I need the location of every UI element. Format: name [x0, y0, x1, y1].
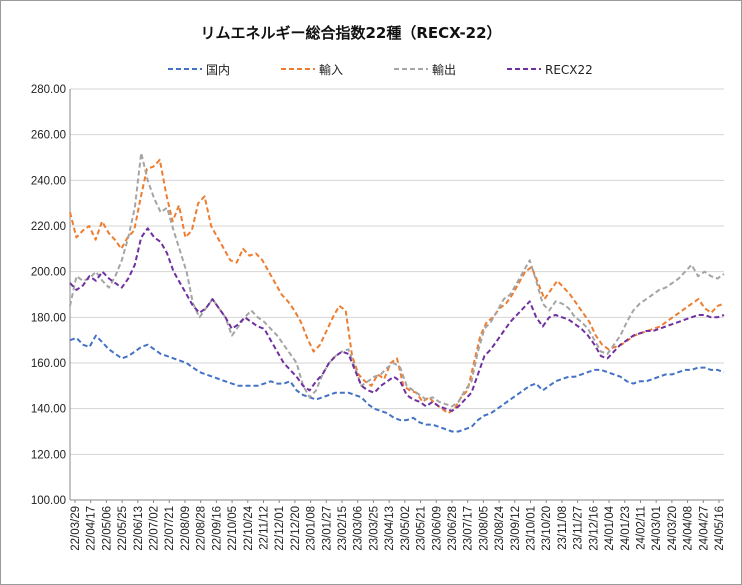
x-tick-label: 22/11/12 [258, 506, 270, 550]
x-tick-label: 24/01/04 [604, 505, 616, 550]
series-line-輸入 [69, 158, 725, 415]
x-tick-label: 24/03/20 [667, 506, 679, 551]
x-tick-label: 23/05/21 [416, 506, 428, 551]
x-tick-label: 23/03/25 [368, 506, 380, 551]
y-tick-label: 180.00 [31, 312, 66, 324]
legend-label: 輸出 [432, 62, 456, 77]
series-line-国内 [69, 334, 725, 433]
gridlines [69, 88, 724, 503]
x-tick-label: 23/12/16 [588, 506, 600, 551]
x-tick-label: 22/07/21 [164, 506, 176, 551]
x-tick-label: 22/05/06 [101, 506, 113, 551]
y-tick-label: 280.00 [31, 84, 66, 96]
x-tick-label: 23/10/20 [541, 506, 553, 551]
x-tick-label: 23/01/27 [321, 506, 333, 551]
x-tick-label: 23/10/01 [526, 506, 538, 551]
x-tick-label: 23/02/15 [337, 506, 349, 551]
x-tick-label: 22/08/09 [180, 506, 192, 551]
x-tick-label: 23/04/13 [384, 506, 396, 551]
x-tick-label: 22/12/01 [274, 506, 286, 551]
x-tick-label: 22/10/05 [227, 506, 239, 551]
y-tick-label: 120.00 [31, 449, 66, 461]
legend-label: RECX22 [545, 63, 593, 77]
x-tick-label: 22/10/24 [243, 505, 255, 550]
x-tick-label: 22/03/29 [70, 506, 82, 551]
x-tick-label: 24/02/11 [635, 506, 647, 550]
x-tick-label: 24/05/16 [714, 506, 726, 551]
series-line-RECX22 [69, 227, 725, 412]
y-axis-ticks: 100.00 120.00 140.00 160.00 180.00 200.00 220.… [31, 84, 66, 507]
y-tick-label: 200.00 [31, 267, 66, 279]
x-tick-label: 22/09/16 [211, 506, 223, 551]
y-tick-label: 160.00 [31, 358, 66, 370]
legend-label: 国内 [206, 63, 230, 77]
x-tick-label: 23/05/02 [400, 506, 412, 551]
x-tick-label: 24/01/23 [620, 506, 632, 551]
legend: 国内 輸入 輸出 RECX22 [168, 62, 593, 77]
x-tick-label: 23/07/17 [463, 506, 475, 551]
x-tick-label: 23/01/08 [306, 506, 318, 551]
x-tick-label: 22/04/17 [86, 506, 98, 551]
legend-label: 輸入 [319, 62, 343, 77]
series-lines [69, 151, 725, 433]
x-tick-label: 23/08/05 [478, 506, 490, 551]
chart-title: リムエネルギー総合指数22種（RECX-22） [200, 24, 501, 42]
x-tick-label: 23/06/09 [431, 506, 443, 551]
x-tick-label: 22/07/02 [149, 506, 161, 551]
y-tick-label: 260.00 [31, 130, 66, 142]
y-tick-label: 220.00 [31, 221, 66, 233]
x-tick-label: 22/08/28 [196, 506, 208, 551]
x-tick-label: 24/03/01 [651, 506, 663, 551]
y-tick-label: 100.00 [31, 495, 66, 507]
x-tick-label: 22/12/20 [290, 506, 302, 551]
x-tick-label: 22/05/25 [117, 506, 129, 551]
x-tick-label: 23/11/27 [573, 506, 585, 550]
x-tick-label: 24/04/27 [698, 506, 710, 551]
x-tick-label: 22/06/13 [133, 506, 145, 551]
y-tick-label: 240.00 [31, 175, 66, 187]
x-tick-label: 23/09/12 [510, 506, 522, 551]
x-axis-ticks: 22/03/29 22/04/17 22/05/06 22/05/25 22/06/13… [70, 505, 726, 550]
x-tick-label: 23/11/08 [557, 506, 569, 550]
series-line-輸出 [69, 151, 725, 408]
x-tick-label: 24/04/08 [683, 506, 695, 551]
x-tick-label: 23/08/24 [494, 505, 506, 550]
x-tick-label: 23/06/28 [447, 506, 459, 551]
y-tick-label: 140.00 [31, 404, 66, 416]
x-tick-label: 23/03/06 [353, 506, 365, 551]
